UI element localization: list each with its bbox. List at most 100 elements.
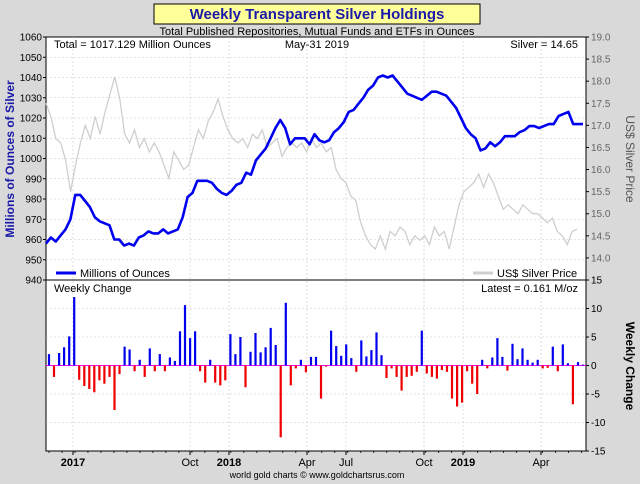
weekly-change-bar (173, 360, 176, 366)
weekly-change-bar (133, 365, 136, 372)
weekly-change-bar (88, 365, 91, 389)
weekly-change-bar (566, 363, 569, 366)
total-label: Total = 1017.129 Million Ounces (54, 39, 211, 51)
weekly-change-bar (385, 365, 388, 378)
weekly-change-bar (491, 357, 494, 366)
left-tick-label: 990 (25, 174, 42, 185)
left-tick-label: 1060 (20, 33, 43, 44)
weekly-change-bar (274, 345, 277, 366)
weekly-change-bar (178, 331, 182, 366)
weekly-change-bar (370, 350, 373, 366)
weekly-change-bar (330, 330, 333, 366)
weekly-change-bar (561, 344, 564, 366)
right-bottom-axis-ticks: -15 -10 -5 0 5 10 15 (586, 276, 606, 458)
weekly-change-bar (531, 362, 534, 366)
weekly-change-bar (83, 365, 86, 386)
right-bottom-tick-label: -5 (591, 390, 600, 401)
weekly-change-bar (410, 365, 413, 376)
weekly-change-bar (486, 365, 489, 369)
weekly-change-bar (375, 332, 378, 366)
right-top-tick-label: 19.0 (591, 33, 611, 44)
weekly-change-bar (405, 365, 408, 377)
weekly-change-bar (581, 364, 585, 366)
weekly-change-bar (254, 333, 257, 366)
weekly-change-bar (496, 338, 499, 366)
left-tick-label: 960 (25, 235, 42, 246)
weekly-change-bar (445, 365, 449, 372)
weekly-change-bar (516, 359, 519, 366)
weekly-change-bar (52, 365, 56, 377)
silver-price-label: Silver = 14.65 (510, 39, 578, 51)
legend-price-label: US$ Silver Price (497, 268, 577, 280)
right-top-tick-label: 15.5 (591, 187, 611, 198)
left-tick-label: 1000 (20, 154, 43, 165)
weekly-change-bar (299, 359, 302, 366)
weekly-change-bar (551, 346, 554, 366)
weekly-change-bar (456, 365, 459, 407)
left-tick-label: 970 (25, 215, 42, 226)
weekly-change-bar (511, 343, 514, 366)
weekly-change-bar (219, 365, 222, 386)
weekly-change-bar (430, 365, 433, 377)
left-tick-label: 1040 (20, 73, 43, 84)
weekly-change-bar (148, 348, 151, 366)
weekly-change-bar (325, 365, 328, 367)
left-tick-label: 1030 (20, 93, 43, 104)
legend-holdings-label: Millions of Ounces (80, 268, 170, 280)
weekly-change-bar (183, 305, 187, 366)
left-axis-ticks: 940 950 960 970 980 990 1000 1010 1020 1030 1040 10… (20, 33, 46, 287)
x-tick-label: 2017 (61, 457, 85, 469)
chart-subtitle: Total Published Repositories, Mutual Fun… (160, 26, 475, 38)
right-top-tick-label: 15.0 (591, 209, 611, 220)
right-top-tick-label: 18.0 (591, 77, 611, 88)
left-tick-label: 940 (25, 276, 42, 287)
weekly-change-bar (314, 356, 318, 366)
left-tick-label: 1010 (20, 134, 43, 145)
weekly-change-bar (118, 365, 121, 375)
x-tick-label: Oct (181, 457, 198, 469)
x-tick-label: 2019 (451, 457, 475, 469)
weekly-change-bar (350, 358, 353, 366)
weekly-change-bar (199, 365, 202, 372)
weekly-change-bar (58, 353, 61, 366)
weekly-change-bar (319, 365, 323, 399)
weekly-change-bar (501, 356, 504, 366)
weekly-change-bar (214, 365, 217, 383)
weekly-change-bar (476, 365, 479, 394)
weekly-change-bar (345, 344, 348, 366)
weekly-change-bar (461, 365, 464, 403)
weekly-change-bar (420, 330, 423, 366)
weekly-change-bar (400, 365, 403, 391)
right-bottom-tick-label: 0 (591, 361, 597, 372)
right-bottom-tick-label: 15 (591, 276, 603, 287)
weekly-change-bar (546, 365, 549, 368)
weekly-change-bar (259, 352, 262, 366)
x-tick-label: Apr (298, 457, 315, 469)
chart-title: Weekly Transparent Silver Holdings (190, 6, 445, 23)
weekly-change-bar (47, 354, 51, 366)
holdings-series-line (44, 74, 583, 247)
weekly-change-bar (194, 331, 197, 366)
left-tick-label: 980 (25, 195, 42, 206)
weekly-change-bar (93, 365, 96, 393)
top-grid (46, 37, 586, 451)
left-tick-label: 1020 (20, 114, 43, 125)
weekly-change-bar (224, 365, 227, 381)
right-top-axis-title: US$ Silver Price (623, 115, 637, 203)
right-top-axis-ticks: 14.0 14.5 15.0 15.5 16.0 16.5 17.0 17.5 18.0 18.5… (586, 33, 611, 264)
weekly-change-bar (189, 338, 192, 366)
weekly-change-bar (390, 365, 393, 369)
weekly-change-bar (309, 356, 313, 366)
date-label: May-31 2019 (285, 39, 349, 51)
weekly-change-bar (521, 348, 524, 366)
right-top-tick-label: 14.5 (591, 231, 611, 242)
weekly-change-bar (506, 365, 509, 371)
weekly-change-bar (68, 336, 71, 366)
weekly-change-bar (209, 359, 212, 366)
weekly-change-bar (556, 365, 559, 372)
weekly-change-bar (143, 365, 146, 377)
bottom-grid (46, 308, 586, 423)
left-axis-title: Millions of Ounces of Silver (3, 80, 17, 238)
weekly-change-bar (63, 347, 66, 366)
